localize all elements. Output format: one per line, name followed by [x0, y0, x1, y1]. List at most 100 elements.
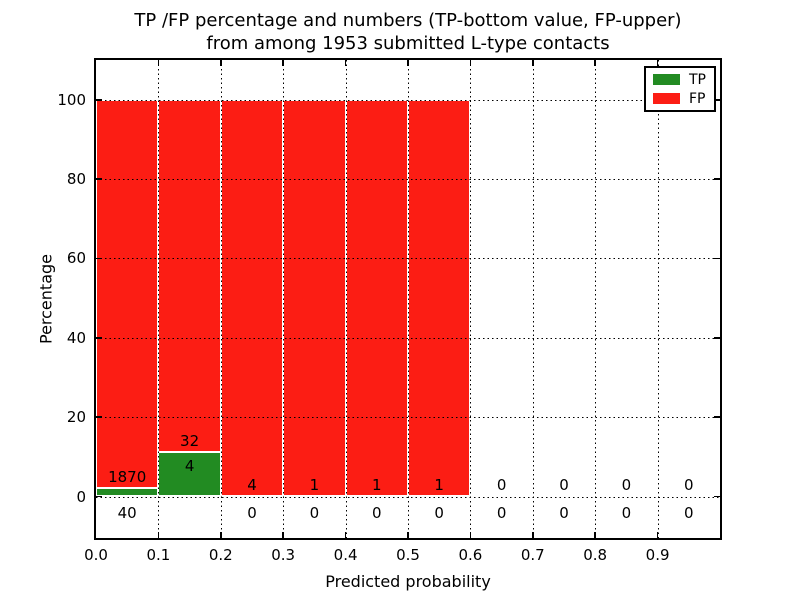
legend-label-tp: TP: [689, 71, 706, 88]
x-tick-mark: [532, 532, 534, 538]
fp-bar-segment: [408, 99, 471, 497]
x-tick-label: 0.0: [84, 546, 108, 564]
tp-count-label: 40: [117, 504, 137, 523]
x-tick-mark: [407, 60, 409, 66]
x-tick-label: 0.9: [645, 546, 670, 564]
fp-bar-segment: [345, 99, 408, 497]
x-tick-mark: [344, 60, 347, 66]
x-tick-mark: [282, 60, 284, 66]
chart-title-line2: from among 1953 submitted L-type contact…: [206, 33, 610, 54]
y-tick-label: 100: [57, 90, 86, 109]
vertical-gridline: [657, 60, 659, 538]
vertical-gridline: [408, 60, 409, 538]
x-tick-label: 0.4: [333, 546, 358, 564]
horizontal-gridline: [96, 337, 720, 339]
x-tick-label: 0.6: [458, 546, 483, 564]
x-tick-label: 0.5: [396, 546, 420, 564]
x-tick-mark: [157, 532, 160, 538]
fp-bar-segment: [158, 99, 221, 453]
chart-title-line1: TP /FP percentage and numbers (TP-bottom…: [134, 10, 682, 31]
x-tick-mark: [220, 60, 222, 66]
tp-count-label: 0: [684, 504, 694, 523]
y-axis-title: Percentage: [36, 253, 56, 345]
tp-count-label: 0: [496, 504, 507, 523]
x-tick-mark: [532, 60, 534, 66]
y-tick-mark: [714, 178, 720, 180]
x-tick-mark: [594, 60, 596, 66]
tp-count-label: 4: [184, 456, 195, 475]
vertical-gridline: [220, 60, 222, 538]
y-tick-label: 20: [66, 408, 86, 427]
fp-count-label: 32: [180, 432, 200, 451]
y-tick-mark: [96, 495, 102, 498]
fp-count-label: 1: [309, 476, 320, 495]
tp-count-label: 0: [309, 504, 320, 523]
horizontal-gridline: [96, 99, 720, 101]
tp-color-swatch: [653, 74, 680, 85]
fp-count-label: 1870: [108, 468, 147, 487]
y-tick-mark: [714, 257, 720, 260]
y-tick-mark: [96, 416, 102, 418]
x-tick-mark: [656, 532, 659, 538]
legend-label-fp: FP: [689, 90, 706, 107]
y-tick-mark: [714, 99, 720, 101]
vertical-gridline: [158, 60, 160, 538]
fp-bar-segment: [220, 99, 284, 497]
horizontal-gridline: [96, 258, 720, 260]
x-tick-mark: [469, 532, 472, 538]
y-tick-mark: [96, 178, 102, 180]
y-tick-label: 0: [76, 487, 86, 506]
tp-count-label: 0: [621, 504, 632, 523]
chart-title: TP /FP percentage and numbers (TP-bottom…: [94, 9, 722, 55]
horizontal-gridline: [96, 417, 720, 419]
horizontal-gridline: [96, 496, 720, 498]
y-tick-mark: [714, 337, 720, 339]
x-tick-mark: [220, 532, 222, 538]
x-tick-mark: [594, 532, 596, 538]
vertical-gridline: [283, 60, 285, 538]
x-tick-mark: [469, 60, 472, 66]
horizontal-gridline: [96, 179, 720, 181]
x-axis-title: Predicted probability: [325, 572, 491, 591]
legend-item-fp: FP: [653, 91, 707, 107]
x-tick-mark: [344, 532, 347, 538]
y-tick-mark: [714, 416, 720, 418]
x-tick-mark: [157, 60, 160, 66]
y-tick-mark: [96, 257, 102, 260]
fp-count-label: 0: [684, 476, 694, 495]
tp-count-label: 0: [372, 504, 382, 523]
tp-count-label: 0: [247, 504, 257, 523]
x-tick-label: 0.7: [520, 546, 545, 564]
vertical-gridline: [470, 60, 472, 538]
fp-count-label: 1: [434, 476, 444, 495]
x-tick-label: 0.2: [208, 546, 233, 564]
y-tick-mark: [96, 99, 102, 101]
plot-area: 1870 40 32 4 4 0 1 0 1 0 1 0 0 0 0 0 0 0 0 0 0 20 40 60 80 100 0.0…: [37, 58, 722, 591]
x-tick-mark: [407, 532, 409, 538]
legend-item-tp: TP: [653, 72, 707, 88]
fp-count-label: 0: [496, 476, 507, 495]
x-tick-label: 0.3: [271, 546, 296, 564]
x-tick-label: 0.8: [583, 546, 608, 564]
vertical-gridline: [532, 60, 534, 538]
y-tick-label: 40: [66, 328, 86, 347]
fp-count-label: 0: [621, 476, 632, 495]
fp-count-label: 0: [559, 476, 569, 495]
y-tick-label: 60: [66, 249, 86, 268]
fp-bar-segment: [96, 99, 159, 489]
y-tick-mark: [714, 495, 720, 498]
legend-box: TP FP: [644, 66, 716, 112]
tp-count-label: 0: [434, 504, 444, 523]
fp-count-label: 1: [372, 476, 382, 495]
tp-bar-segment: [96, 488, 159, 497]
fp-count-label: 4: [247, 476, 257, 495]
vertical-gridline: [595, 60, 597, 538]
x-tick-mark: [282, 532, 284, 538]
fp-bar-segment: [283, 99, 346, 497]
tp-count-label: 0: [559, 504, 569, 523]
vertical-gridline: [345, 60, 347, 538]
y-tick-mark: [96, 337, 102, 339]
y-tick-label: 80: [66, 170, 86, 189]
fp-color-swatch: [653, 93, 680, 104]
